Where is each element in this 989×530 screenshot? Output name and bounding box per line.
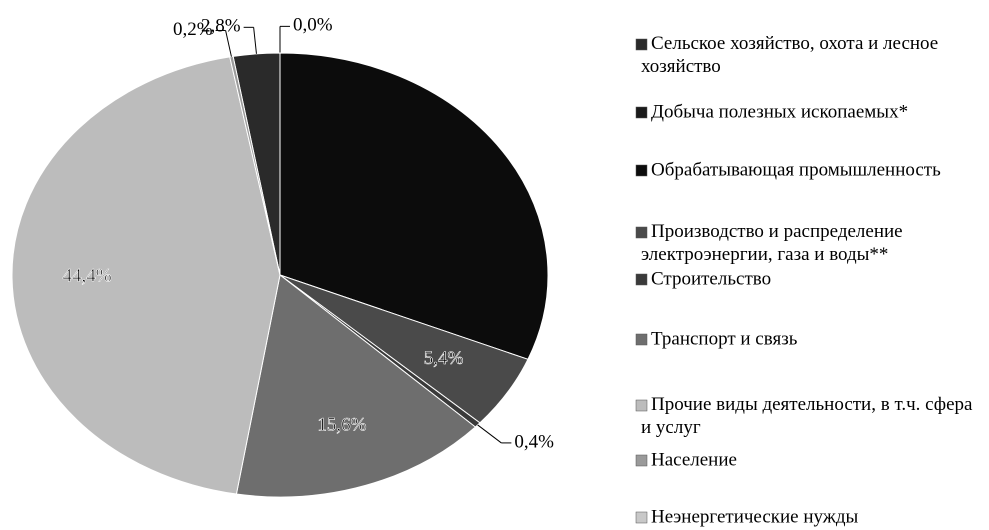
legend-line: Прочие виды деятельности, в т.ч. сфера xyxy=(651,394,973,415)
value-label: 15,6% xyxy=(317,415,366,436)
legend-label: Производство и распределение электроэнерг… xyxy=(641,221,903,265)
legend-label: Сельское хозяйство, охота и лесное хозяйс… xyxy=(641,33,938,77)
legend-swatch xyxy=(635,399,648,412)
legend-swatch xyxy=(635,273,648,286)
legend-label: Прочие виды деятельности, в т.ч. сфера и … xyxy=(641,394,973,438)
legend-label: Добыча полезных ископаемых* xyxy=(651,101,908,122)
value-label: 5,4% xyxy=(424,348,464,369)
legend-line: Производство и распределение xyxy=(651,221,903,242)
legend-line: Сельское хозяйство, охота и лесное xyxy=(651,33,938,54)
legend-swatch xyxy=(635,454,648,467)
pie-slice xyxy=(279,52,549,360)
legend-label: Строительство xyxy=(651,268,771,289)
value-label: 44,4% xyxy=(63,265,112,286)
pie-slice xyxy=(235,274,477,498)
legend-line: электроэнергии, газа и воды** xyxy=(641,244,888,265)
legend-label: Обрабатывающая промышленность xyxy=(651,159,941,180)
legend-line: и услуг xyxy=(641,417,701,438)
legend-line: хозяйство xyxy=(641,56,721,77)
legend-swatch xyxy=(635,38,648,51)
value-label: 0,0% xyxy=(293,15,333,36)
value-label: 2,8% xyxy=(201,16,241,37)
value-label: 0,2% xyxy=(173,19,213,40)
legend-label: Неэнергетические нужды xyxy=(651,506,859,527)
value-label: 0,4% xyxy=(514,431,554,452)
legend-swatch xyxy=(635,226,648,239)
pie-slice xyxy=(11,56,281,495)
pie-slice xyxy=(229,55,281,276)
legend-label: Население xyxy=(651,449,737,470)
legend-label: Транспорт и связь xyxy=(651,328,798,349)
legend-swatch xyxy=(635,333,648,346)
legend-swatch xyxy=(635,164,648,177)
legend-swatch xyxy=(635,511,648,524)
leader-line xyxy=(477,424,502,444)
legend-swatch xyxy=(635,106,648,119)
leader-line xyxy=(253,27,257,54)
leader-line xyxy=(225,30,232,57)
